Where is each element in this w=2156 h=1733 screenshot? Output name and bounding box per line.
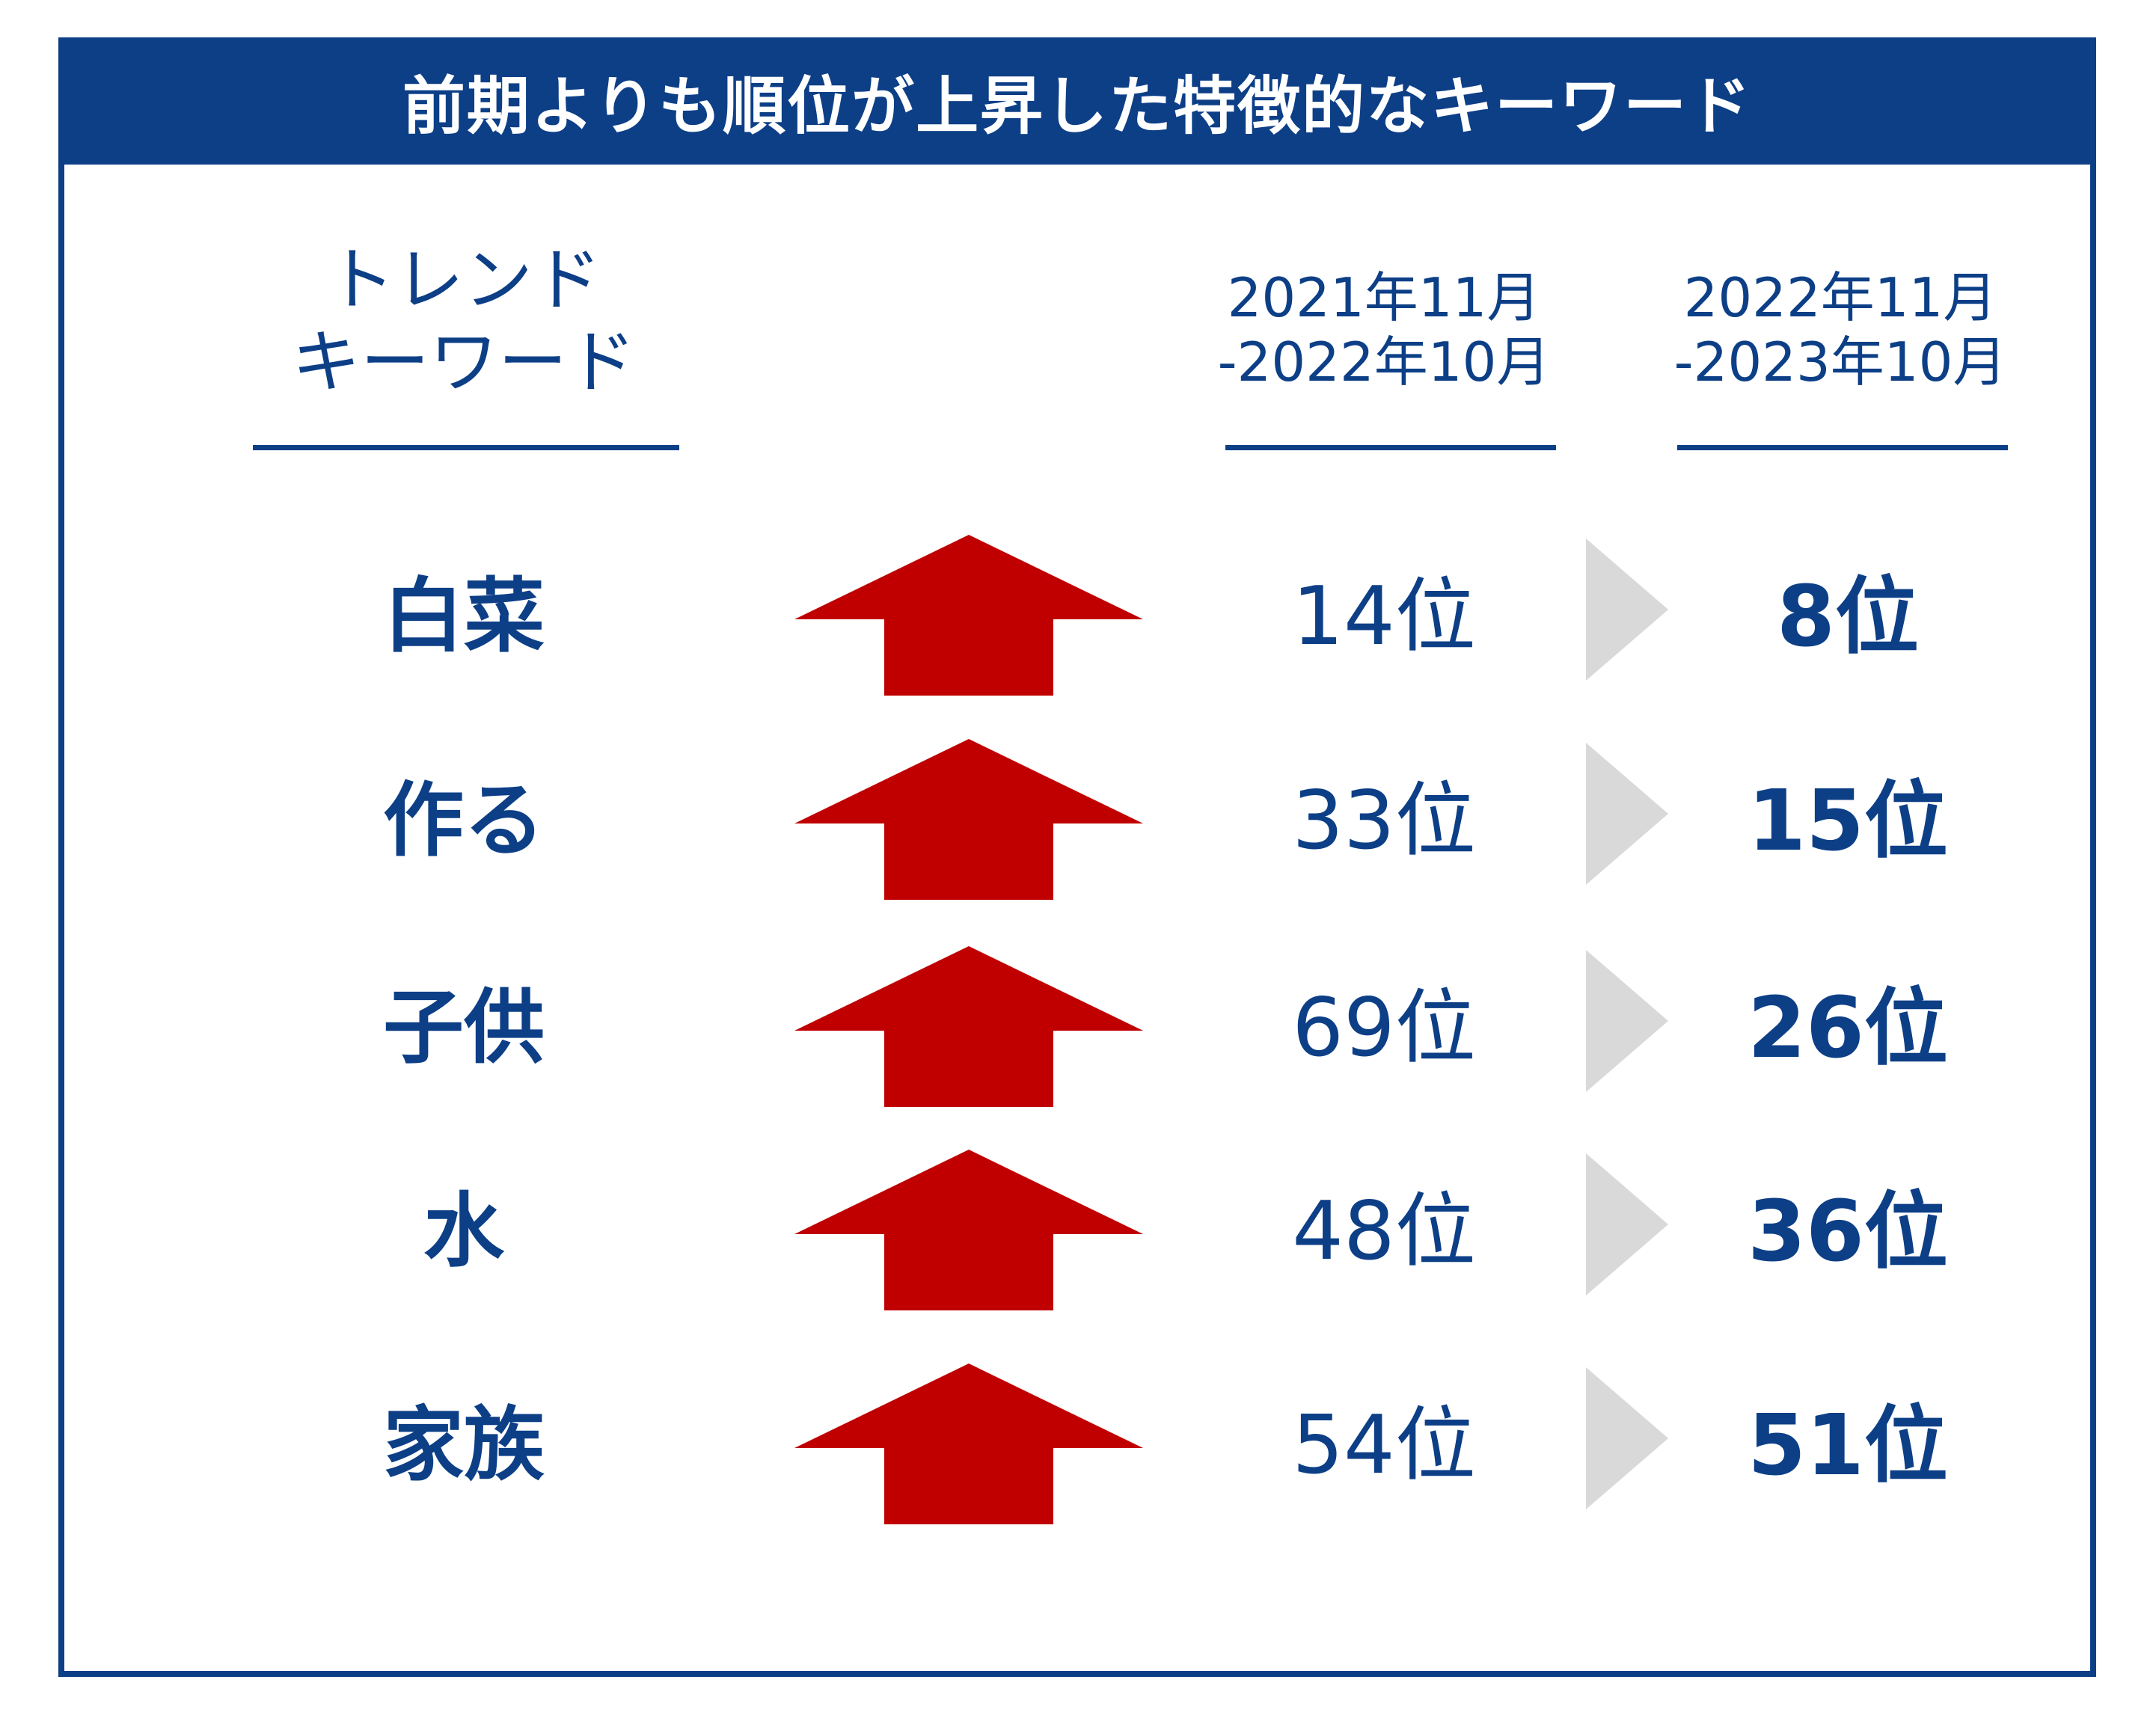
keyword-label: 作る xyxy=(382,774,545,868)
keyword-label: 白菜 xyxy=(382,570,545,663)
previous-rank: 54位 xyxy=(1292,1399,1476,1492)
current-rank: 51位 xyxy=(1748,1397,1948,1494)
keyword-label: 家族 xyxy=(382,1399,545,1492)
header-previous-period: 2021年11月 -2022年10月 xyxy=(1189,266,1578,395)
up-arrow-icon xyxy=(794,535,1143,696)
table-row: 水 48位 36位 xyxy=(0,1138,2156,1310)
page-title: 前期よりも順位が上昇した特徴的なキーワード xyxy=(58,37,2096,165)
header-keyword-line1: トレンド xyxy=(325,240,601,320)
previous-rank: 69位 xyxy=(1292,981,1476,1075)
header-keyword-line2: キーワード xyxy=(291,322,636,403)
keyword-label: 水 xyxy=(423,1185,504,1278)
header-curr-line1: 2022年11月 xyxy=(1683,266,1997,329)
header-trend-keyword: トレンド キーワード xyxy=(251,239,677,405)
current-rank: 26位 xyxy=(1748,980,1948,1077)
play-triangle-icon xyxy=(1586,539,1668,681)
up-arrow-icon xyxy=(794,1364,1143,1524)
current-rank: 36位 xyxy=(1748,1183,1948,1280)
current-rank: 8位 xyxy=(1777,568,1919,666)
header-underline-keyword xyxy=(253,445,679,450)
table-row: 子供 69位 26位 xyxy=(0,935,2156,1107)
header-underline-curr xyxy=(1677,445,2008,450)
previous-rank: 48位 xyxy=(1292,1185,1476,1278)
header-prev-line2: -2022年10月 xyxy=(1217,331,1551,394)
table-row: 家族 54位 51位 xyxy=(0,1352,2156,1524)
play-triangle-icon xyxy=(1586,950,1668,1092)
play-triangle-icon xyxy=(1586,743,1668,885)
up-arrow-icon xyxy=(794,946,1143,1107)
previous-rank: 14位 xyxy=(1292,570,1476,663)
play-triangle-icon xyxy=(1586,1367,1668,1509)
play-triangle-icon xyxy=(1586,1153,1668,1295)
header-curr-line2: -2023年10月 xyxy=(1673,331,2007,394)
content-panel xyxy=(58,37,2096,1677)
table-row: 白菜 14位 8位 xyxy=(0,524,2156,696)
up-arrow-icon xyxy=(794,1150,1143,1310)
keyword-label: 子供 xyxy=(382,981,545,1075)
previous-rank: 33位 xyxy=(1292,774,1476,868)
header-underline-prev xyxy=(1225,445,1556,450)
header-current-period: 2022年11月 -2023年10月 xyxy=(1646,266,2035,395)
header-prev-line1: 2021年11月 xyxy=(1227,266,1541,329)
up-arrow-icon xyxy=(794,739,1143,900)
current-rank: 15位 xyxy=(1748,773,1948,870)
table-row: 作る 33位 15位 xyxy=(0,728,2156,900)
